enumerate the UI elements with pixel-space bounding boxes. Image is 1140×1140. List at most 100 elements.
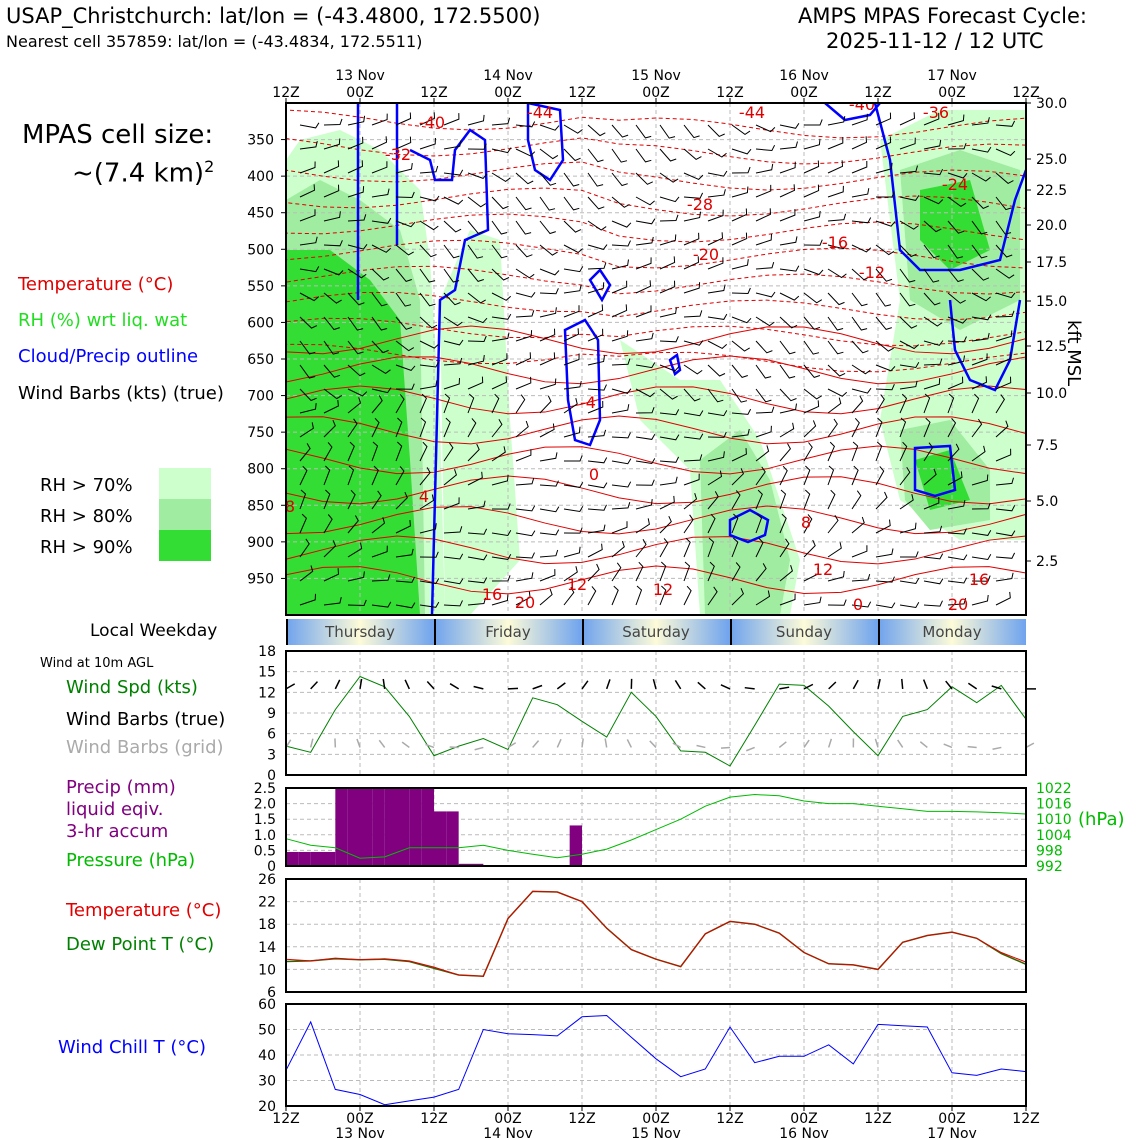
wind-barb: [299, 388, 317, 402]
wind-barb: [683, 388, 701, 402]
wind-barb: [659, 409, 680, 416]
wind-barb: [347, 160, 364, 174]
wind-barb: [419, 340, 440, 349]
wind-panel-tick-label: 15: [258, 665, 276, 681]
wind-chill-label: Wind Chill T (°C): [58, 1037, 206, 1058]
wind-barb: [995, 330, 1013, 342]
wind-barb: [779, 489, 787, 510]
wind-barb-true: [473, 685, 484, 690]
wind-barb: [971, 503, 991, 510]
wind-barb: [611, 240, 631, 247]
wind-barb: [995, 352, 1012, 366]
wind-barb: [731, 428, 750, 438]
wind-barb: [323, 340, 340, 355]
wind-barb: [971, 529, 992, 536]
wind-barb: [539, 569, 556, 582]
wind-barb: [395, 340, 415, 352]
wind-barb: [491, 313, 512, 320]
wind-barb: [851, 516, 865, 534]
wind-barb: [467, 268, 484, 282]
precip-bar: [434, 811, 447, 866]
wind-barb: [323, 442, 333, 462]
wind-barb: [515, 196, 532, 211]
wind-barb: [851, 601, 872, 608]
pressure-tick-label: 1022: [1036, 781, 1072, 797]
wind-barb: [971, 292, 991, 302]
wind-barb: [611, 280, 628, 294]
wind-barb: [323, 420, 336, 438]
wind-barb: [635, 479, 655, 486]
wind-barb: [347, 571, 365, 582]
wind-panel-tick-label: 3: [267, 747, 276, 763]
wind-barb: [804, 119, 823, 126]
wind-barb: [779, 265, 800, 272]
precip-bar: [384, 788, 397, 866]
wind-barb: [635, 124, 652, 139]
wind-barb: [659, 172, 679, 183]
wind-barbs-true-label: Wind Barbs (true): [66, 709, 226, 730]
temperature-contour: [286, 325, 1026, 355]
wind-barb: [851, 395, 864, 414]
precip-bar: [409, 788, 422, 866]
wind-barb: [923, 112, 940, 126]
wind-barb: [491, 419, 503, 438]
altitude-tick-label: 7.5: [1036, 438, 1058, 454]
wind-barb: [971, 474, 989, 486]
wind-barb-grid: [309, 738, 314, 748]
wind-barb: [971, 393, 980, 414]
wind-barb: [299, 489, 307, 510]
wind-barb: [515, 505, 536, 512]
weekday-band: [730, 619, 878, 645]
wind-barb: [971, 314, 992, 321]
wind-barb: [803, 489, 811, 510]
wind-barb: [467, 355, 485, 366]
wind-barb: [299, 266, 320, 273]
wind-barb: [347, 316, 364, 331]
wind-barb: [779, 403, 797, 414]
wind-barb: [395, 492, 408, 510]
wind-barb-grid: [356, 738, 361, 748]
wind-barb: [419, 361, 440, 368]
precip-label: Precip (mm): [66, 777, 176, 798]
wind-barb: [851, 113, 868, 126]
rh-region: [920, 180, 990, 270]
wind-barb: [875, 136, 892, 150]
wind-barb: [467, 471, 483, 486]
temp-panel-tick-label: 10: [258, 962, 276, 978]
wind-barb-grid: [897, 739, 904, 748]
wind-barb: [947, 292, 966, 304]
altitude-tick-label: 25.0: [1036, 152, 1067, 168]
wind-barb: [731, 259, 749, 270]
wind-barb-grid: [874, 738, 879, 748]
wind-barb: [707, 410, 728, 417]
wind-barb: [851, 573, 871, 582]
cell-size-text: ~(7.4 km): [72, 158, 205, 189]
wind-barb-grid: [378, 739, 386, 748]
wind-barb: [539, 328, 556, 342]
temperature-contour-label: -32: [385, 145, 411, 164]
wind-barb-grid: [745, 746, 755, 752]
wind-barb: [587, 457, 608, 464]
wind-barb: [923, 497, 940, 510]
wind-barb: [707, 170, 728, 177]
wind-barb: [659, 434, 680, 441]
wind-barb: [467, 292, 486, 304]
pressure-tick-label: 700: [247, 389, 274, 405]
wind-barb: [851, 387, 872, 394]
wind-barb-true: [803, 683, 814, 690]
wind-barb: [323, 292, 342, 304]
wind-barb: [611, 404, 630, 414]
wind-barb: [347, 214, 367, 222]
wind-barb: [995, 591, 1011, 606]
wind-barb: [491, 376, 508, 390]
altitude-tick-label: 2.5: [1036, 554, 1058, 570]
wind-barb: [803, 340, 820, 355]
wind-barb: [731, 588, 744, 606]
wind-barb: [923, 378, 941, 390]
wind-barb-grid: [401, 741, 410, 749]
wind-barb: [467, 500, 486, 510]
date-label: 13 Nov: [335, 68, 385, 84]
wind-barb: [515, 330, 533, 342]
wind-barb-grid: [507, 742, 517, 749]
wind-barb: [515, 530, 536, 537]
